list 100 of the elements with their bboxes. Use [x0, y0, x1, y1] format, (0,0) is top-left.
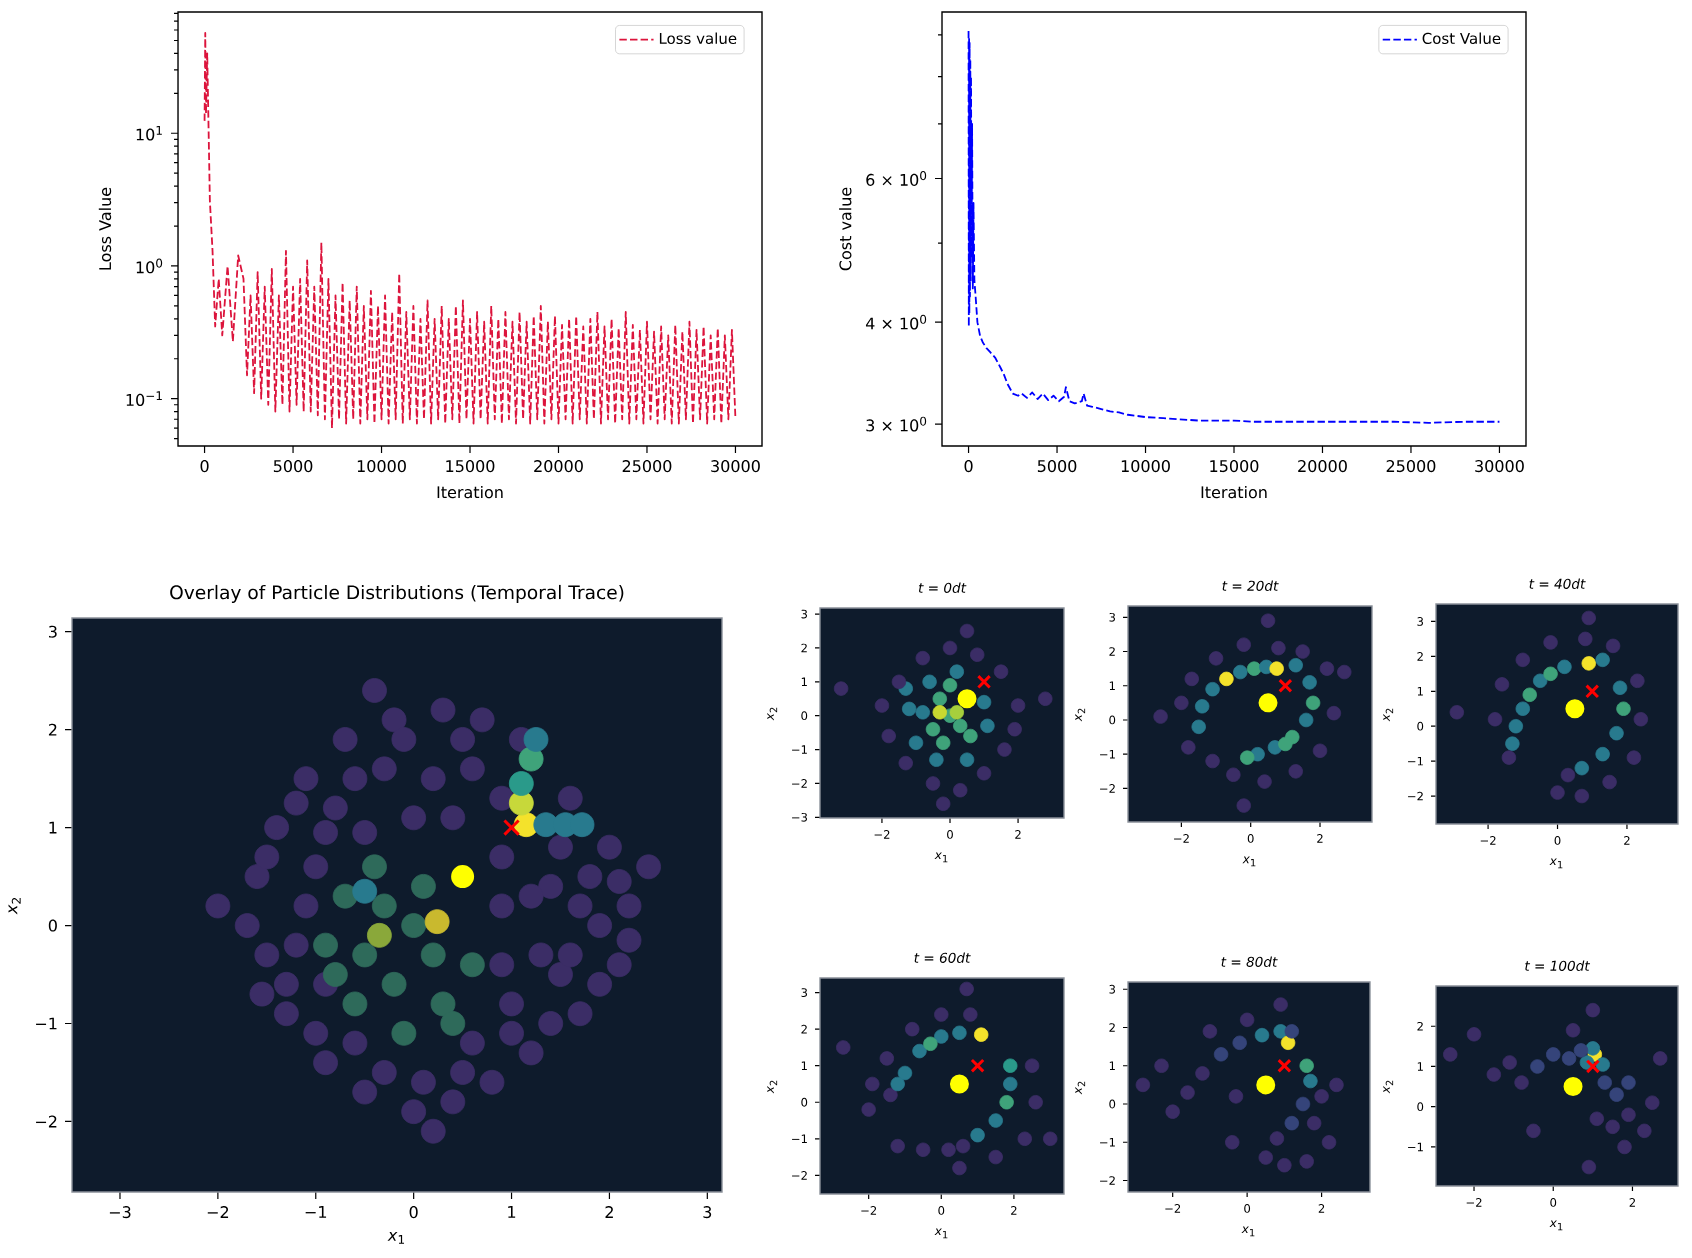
point [865, 1076, 880, 1092]
x-tick-label: 3 [703, 1206, 712, 1219]
point [1595, 746, 1610, 762]
point [1258, 693, 1278, 713]
point [922, 674, 937, 690]
y-axis-title: Loss Value [98, 187, 112, 270]
point [925, 776, 941, 791]
point [976, 674, 992, 689]
point [1605, 1119, 1620, 1135]
point [1329, 1077, 1344, 1093]
y-tick-label: 0 [48, 919, 57, 932]
point [881, 728, 896, 744]
point [1561, 1051, 1577, 1066]
x-tick-label: −2 [207, 1206, 229, 1218]
point [1184, 671, 1199, 687]
x-tick-label: −3 [109, 1206, 131, 1219]
point [1585, 684, 1600, 699]
point [970, 1058, 985, 1073]
point [1609, 725, 1624, 741]
point [1595, 1057, 1610, 1072]
point [1597, 1075, 1612, 1090]
point [949, 1074, 969, 1094]
point [959, 981, 974, 997]
x-tick-label: 20000 [534, 460, 583, 473]
point [1038, 691, 1053, 706]
point [941, 1142, 956, 1157]
point [908, 735, 924, 750]
point [1226, 767, 1241, 782]
point [1312, 743, 1328, 758]
point [1530, 1059, 1545, 1074]
point [1024, 1058, 1040, 1073]
point [1278, 736, 1293, 752]
x-tick-label: 15000 [1210, 460, 1259, 473]
point [1645, 1095, 1660, 1110]
point [1494, 677, 1510, 692]
x-tick-label: 5000 [273, 460, 313, 473]
point [1174, 695, 1189, 711]
point [1260, 613, 1276, 628]
point [1443, 1047, 1458, 1062]
point [1563, 1077, 1583, 1097]
point [1240, 750, 1255, 765]
point [1565, 1023, 1581, 1038]
point [932, 705, 947, 720]
point [952, 1160, 967, 1176]
point [934, 1007, 949, 1022]
point [1515, 701, 1530, 716]
point [1501, 750, 1517, 765]
point [915, 650, 930, 666]
point [1277, 1158, 1292, 1173]
point [1003, 1076, 1018, 1092]
point [1621, 1075, 1636, 1090]
point [1017, 1131, 1032, 1146]
point [879, 1051, 895, 1066]
point [1578, 631, 1593, 647]
point [1302, 675, 1317, 690]
point [925, 722, 941, 737]
point [898, 755, 913, 771]
point [1278, 678, 1293, 693]
y-tick-label: −2 [36, 1115, 57, 1128]
point [953, 783, 968, 798]
x-tick-label: 30000 [1475, 460, 1524, 473]
point [1256, 1075, 1276, 1095]
chart-title: Overlay of Particle Distributions (Temporal Trace) [170, 584, 624, 603]
y-tick-label: 4 × 10$^{0}$ [865, 314, 927, 330]
point [1191, 719, 1206, 735]
point [1225, 1135, 1240, 1150]
point [1574, 760, 1590, 776]
point [1550, 785, 1565, 800]
point [915, 705, 930, 720]
point [953, 718, 968, 734]
point [1585, 1002, 1601, 1018]
point [1257, 774, 1272, 789]
point [901, 701, 917, 717]
point [1205, 753, 1220, 769]
point [1288, 764, 1303, 779]
point [1557, 659, 1572, 675]
point [1269, 1131, 1285, 1146]
point [1295, 644, 1310, 659]
x-axis-title: x$_{1}$ [387, 1231, 405, 1244]
point [1003, 1058, 1018, 1073]
point [1280, 1035, 1296, 1051]
point [1321, 1135, 1337, 1150]
y-tick-label: 10$^{1}$ [136, 125, 162, 141]
point [1284, 1115, 1300, 1131]
point [1515, 652, 1530, 668]
x-tick-label: 2 [605, 1206, 613, 1218]
point [949, 705, 965, 720]
point [959, 623, 975, 639]
point [905, 1021, 920, 1037]
point [1154, 1058, 1169, 1073]
point [1630, 673, 1645, 689]
point [970, 647, 985, 662]
point [1621, 1107, 1636, 1122]
point [1609, 1087, 1624, 1102]
y-tick-label: 3 [48, 625, 57, 638]
x-tick-label: 5000 [1037, 460, 1077, 473]
point [949, 664, 965, 679]
x-axis-title: Iteration [1201, 485, 1267, 499]
point [1589, 1111, 1605, 1126]
x-tick-label: 10000 [1121, 460, 1170, 473]
